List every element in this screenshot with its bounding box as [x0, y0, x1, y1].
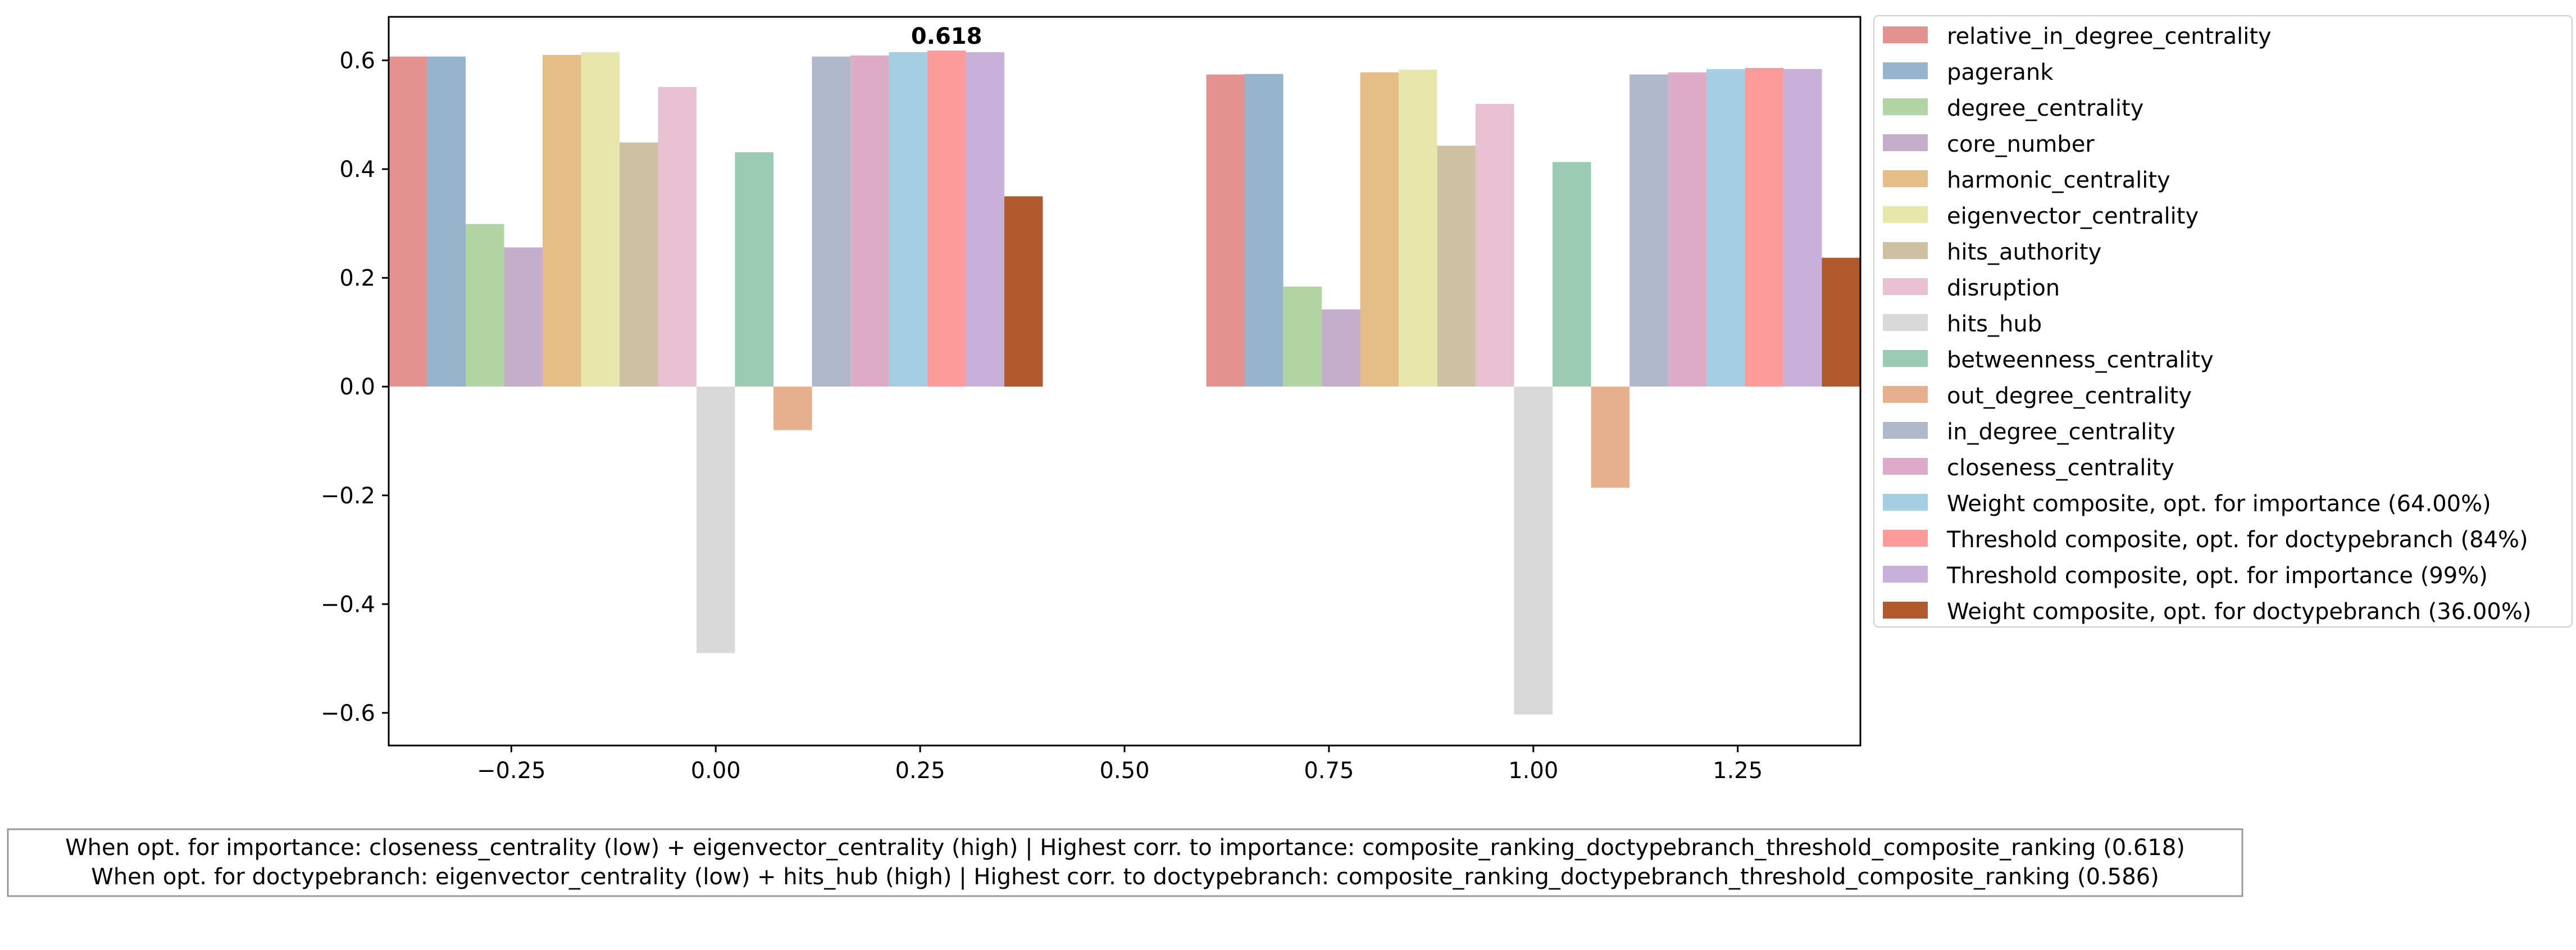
y-tick-label: −0.4	[321, 592, 375, 617]
legend-label-relative-in-degree-centrality: relative_in_degree_centrality	[1947, 24, 2272, 49]
footer-frame	[7, 828, 2243, 897]
legend-swatch-betweenness-centrality	[1883, 350, 1928, 367]
legend-swatch-degree-centrality	[1883, 98, 1928, 115]
y-tick-label: −0.6	[321, 701, 375, 726]
bar-hits-authority-group-0	[619, 142, 658, 387]
bar-core-number-group-1	[1322, 309, 1360, 387]
bar-weight-composite-opt-for-doctypebranch-36-00-group-1	[1822, 257, 1860, 387]
bar-disruption-group-1	[1476, 103, 1514, 387]
x-tick-label: 1.00	[1508, 758, 1558, 784]
bar-pagerank-group-0	[427, 56, 466, 387]
legend-label-closeness-centrality: closeness_centrality	[1947, 455, 2174, 481]
legend-label-hits-authority: hits_authority	[1947, 239, 2101, 265]
legend-label-out-degree-centrality: out_degree_centrality	[1947, 383, 2192, 409]
legend-label-eigenvector-centrality: eigenvector_centrality	[1947, 203, 2199, 229]
bar-relative-in-degree-centrality-group-1	[1206, 74, 1245, 387]
legend-label-hits-hub: hits_hub	[1947, 311, 2042, 337]
legend-swatch-in-degree-centrality	[1883, 422, 1928, 439]
legend-swatch-out-degree-centrality	[1883, 386, 1928, 403]
bar-weight-composite-opt-for-importance-64-00-group-0	[889, 52, 927, 387]
bar-harmonic-centrality-group-1	[1360, 72, 1399, 387]
legend-swatch-weight-composite-opt-for-importance-64-00	[1883, 494, 1928, 511]
y-tick-label: 0.0	[339, 374, 375, 400]
bar-relative-in-degree-centrality-group-0	[389, 56, 427, 387]
x-tick-label: 1.25	[1713, 758, 1763, 784]
legend-swatch-threshold-composite-opt-for-doctypebranch-84	[1883, 530, 1928, 547]
legend-swatch-closeness-centrality	[1883, 458, 1928, 475]
footer-line-importance: When opt. for importance: closeness_cent…	[65, 835, 2185, 861]
bar-eigenvector-centrality-group-0	[581, 52, 620, 387]
bar-degree-centrality-group-0	[465, 224, 504, 387]
legend-frame	[1873, 15, 2573, 628]
x-tick-label: 0.25	[895, 758, 945, 784]
legend-swatch-core-number	[1883, 134, 1928, 151]
bar-eigenvector-centrality-group-1	[1399, 69, 1437, 387]
bar-core-number-group-0	[504, 247, 543, 387]
legend-label-threshold-composite-opt-for-importance-99: Threshold composite, opt. for importance…	[1946, 563, 2488, 589]
bar-in-degree-centrality-group-1	[1630, 74, 1668, 387]
bar-hits-hub-group-1	[1514, 387, 1553, 715]
legend-swatch-weight-composite-opt-for-doctypebranch-36-00	[1883, 602, 1928, 619]
legend-swatch-harmonic-centrality	[1883, 170, 1928, 187]
footer-line-doctypebranch: When opt. for doctypebranch: eigenvector…	[91, 864, 2159, 890]
legend-swatch-hits-authority	[1883, 242, 1928, 259]
legend-swatch-pagerank	[1883, 62, 1928, 79]
y-axis-ticks: −0.6 −0.4 −0.2 0.0 0.2 0.4 0.6	[321, 48, 389, 726]
bar-threshold-composite-opt-for-doctypebranch-84-group-1	[1745, 67, 1784, 387]
peak-value-annotation: 0.618	[911, 24, 982, 49]
bar-weight-composite-opt-for-importance-64-00-group-1	[1706, 69, 1745, 387]
bar-closeness-centrality-group-1	[1668, 72, 1707, 387]
legend-label-disruption: disruption	[1947, 275, 2060, 301]
x-tick-label: 0.75	[1304, 758, 1354, 784]
bar-weight-composite-opt-for-doctypebranch-36-00-group-0	[1004, 196, 1043, 387]
x-axis-ticks: −0.25 0.00 0.25 0.50 0.75 1.00 1.25	[477, 746, 1763, 784]
bar-closeness-centrality-group-0	[850, 55, 889, 387]
bars-layer	[389, 51, 1860, 715]
legend-label-betweenness-centrality: betweenness_centrality	[1947, 347, 2214, 373]
y-tick-label: 0.2	[339, 266, 375, 292]
legend-label-weight-composite-opt-for-importance-64-00: Weight composite, opt. for importance (6…	[1947, 491, 2491, 517]
bar-threshold-composite-opt-for-importance-99-group-1	[1783, 69, 1822, 387]
bar-out-degree-centrality-group-0	[773, 387, 812, 430]
legend-label-in-degree-centrality: in_degree_centrality	[1947, 419, 2176, 445]
bar-betweenness-centrality-group-0	[735, 152, 773, 387]
plot-frame	[388, 16, 1862, 747]
summary-footer: When opt. for importance: closeness_cent…	[7, 828, 2243, 897]
legend-label-threshold-composite-opt-for-doctypebranch-84: Threshold composite, opt. for doctypebra…	[1946, 527, 2528, 553]
legend-swatch-eigenvector-centrality	[1883, 206, 1928, 223]
legend-swatch-threshold-composite-opt-for-importance-99	[1883, 566, 1928, 583]
y-tick-label: 0.4	[339, 157, 375, 183]
x-tick-label: 0.00	[691, 758, 741, 784]
legend: relative_in_degree_centrality pagerank deg…	[1873, 15, 2573, 628]
legend-label-pagerank: pagerank	[1947, 60, 2054, 85]
x-tick-label: 0.50	[1099, 758, 1149, 784]
bar-hits-hub-group-0	[696, 387, 735, 653]
legend-swatch-hits-hub	[1883, 314, 1928, 331]
legend-swatch-disruption	[1883, 278, 1928, 295]
legend-label-harmonic-centrality: harmonic_centrality	[1947, 167, 2170, 193]
bar-disruption-group-0	[658, 87, 697, 387]
legend-label-weight-composite-opt-for-doctypebranch-36-00: Weight composite, opt. for doctypebranch…	[1947, 599, 2531, 625]
legend-label-core-number: core_number	[1947, 131, 2095, 157]
y-tick-label: −0.2	[321, 483, 375, 509]
bar-threshold-composite-opt-for-doctypebranch-84-group-0	[927, 51, 966, 387]
bar-out-degree-centrality-group-1	[1591, 387, 1630, 488]
bar-betweenness-centrality-group-1	[1553, 162, 1591, 387]
bar-in-degree-centrality-group-0	[812, 56, 850, 387]
bar-pagerank-group-1	[1245, 74, 1284, 387]
x-tick-label: −0.25	[477, 758, 546, 784]
bar-threshold-composite-opt-for-importance-99-group-0	[966, 52, 1004, 387]
legend-swatch-relative-in-degree-centrality	[1883, 26, 1928, 43]
legend-label-degree-centrality: degree_centrality	[1947, 96, 2143, 121]
bar-harmonic-centrality-group-0	[542, 54, 581, 387]
y-tick-label: 0.6	[339, 48, 375, 74]
bar-degree-centrality-group-1	[1283, 287, 1322, 387]
bar-hits-authority-group-1	[1437, 146, 1476, 387]
